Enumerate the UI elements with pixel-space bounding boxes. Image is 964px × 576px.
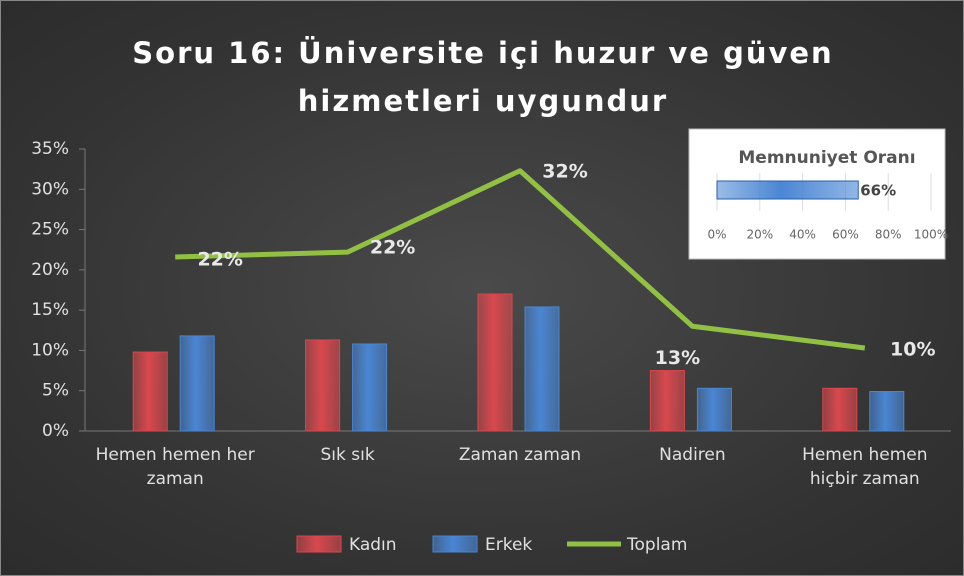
x-tick-label: Sık sık — [320, 445, 375, 465]
bar — [179, 335, 215, 432]
bar — [132, 351, 168, 432]
y-tick-label: 20% — [31, 260, 69, 280]
bar — [869, 391, 905, 432]
data-label: 32% — [542, 160, 587, 182]
x-tick-label: Hemen hemen her zaman — [95, 445, 255, 489]
x-tick-label: 40% — [789, 228, 816, 242]
x-tick-label: 60% — [832, 228, 859, 242]
data-label: 13% — [655, 347, 700, 369]
legend-label: Kadın — [349, 535, 397, 555]
inset-title: Memnuniyet Oranı — [738, 148, 915, 168]
y-tick-label: 10% — [31, 340, 69, 360]
y-tick-label: 5% — [42, 381, 69, 401]
y-tick-label: 0% — [42, 421, 69, 441]
legend-swatch — [296, 535, 342, 553]
legend-label: Toplam — [626, 535, 687, 555]
x-tick-label: 20% — [746, 228, 773, 242]
y-tick-label: 15% — [31, 300, 69, 320]
bar — [524, 306, 560, 432]
chart-title: Soru 16: Üniversite içi huzur ve güven h… — [132, 36, 834, 118]
x-tick-label: 100% — [914, 228, 948, 242]
data-label: 66% — [860, 182, 896, 200]
bar — [716, 180, 859, 200]
x-tick-label: 80% — [875, 228, 902, 242]
y-tick-label: 25% — [31, 220, 69, 240]
data-label: 22% — [370, 237, 415, 259]
x-tick-label: Zaman zaman — [458, 445, 582, 465]
bar — [352, 343, 388, 432]
x-tick-label: Hemen hemen hiçbir zaman — [802, 445, 928, 489]
bar — [649, 370, 685, 432]
y-tick-label: 30% — [31, 179, 69, 199]
line — [175, 168, 866, 351]
bar — [696, 387, 732, 432]
bar — [822, 387, 858, 432]
legend-label: Erkek — [485, 535, 532, 555]
legend-swatch — [432, 535, 478, 553]
y-tick-label: 35% — [31, 139, 69, 159]
data-label: 10% — [890, 339, 935, 361]
x-tick-label: 0% — [707, 228, 726, 242]
bar — [477, 293, 513, 432]
data-label: 22% — [197, 248, 242, 270]
x-tick-label: Nadiren — [659, 445, 726, 465]
bar — [305, 339, 341, 432]
